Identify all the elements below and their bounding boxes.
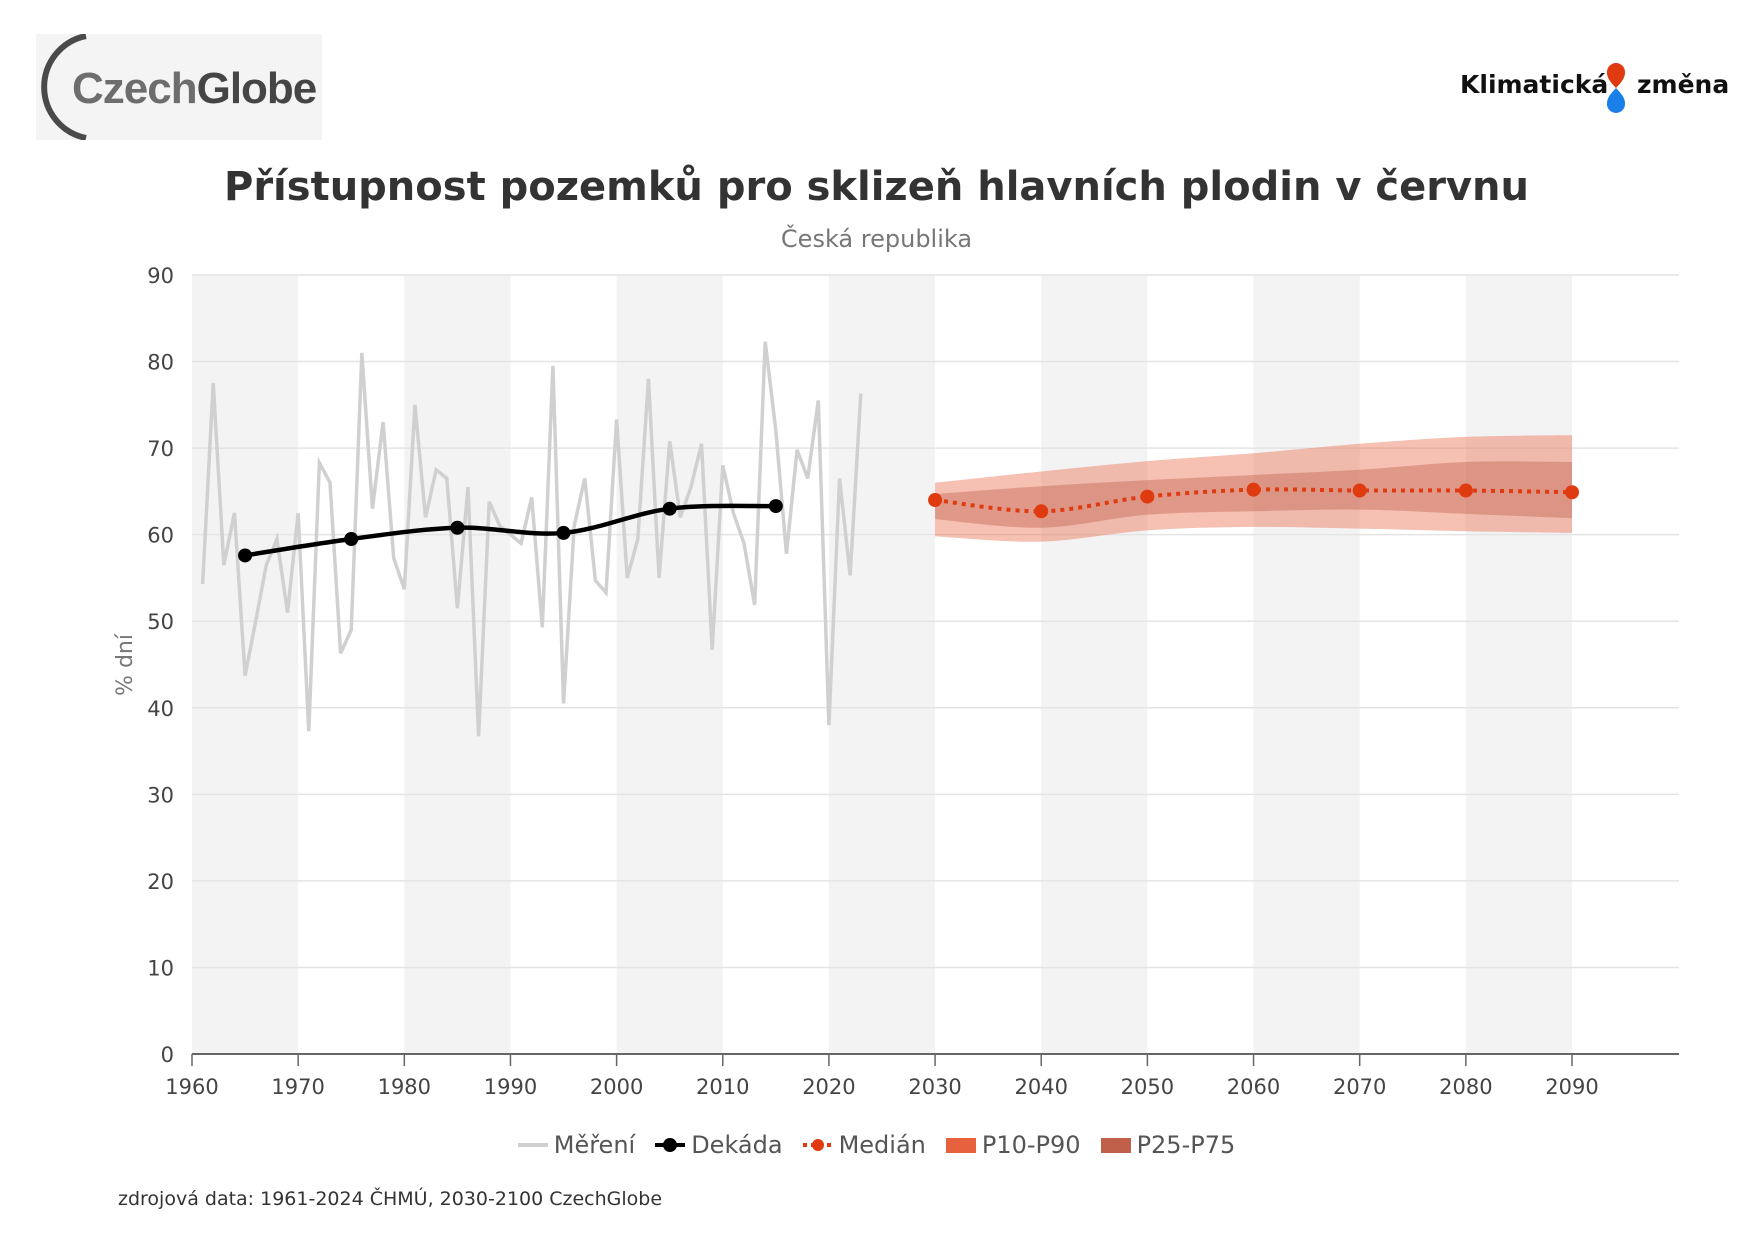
x-tick-label: 2050	[1121, 1075, 1174, 1099]
logo-word-zmena: změna	[1637, 70, 1730, 99]
x-tick-label: 1970	[271, 1075, 324, 1099]
decade-point[interactable]	[344, 531, 359, 546]
decade-point[interactable]	[768, 499, 783, 514]
measurement-line	[200, 341, 863, 737]
decade-band	[828, 275, 936, 1054]
x-tick-label: 2020	[802, 1075, 855, 1099]
legend-swatch-p25-p75-icon	[1100, 1138, 1131, 1153]
y-tick-label: 70	[147, 437, 174, 461]
median-point[interactable]	[1458, 483, 1473, 498]
x-tick-label: 2010	[696, 1075, 749, 1099]
y-tick-label: 50	[147, 610, 174, 634]
logo-word-klimaticka: Klimatická	[1460, 70, 1609, 99]
y-tick-label: 20	[147, 870, 174, 894]
y-tick-label: 90	[147, 264, 174, 288]
y-tick-label: 80	[147, 351, 174, 375]
decade-line	[244, 503, 776, 558]
legend: Měření Dekáda Medián P10-P90 P25-P75	[0, 1131, 1753, 1159]
y-tick-label: 10	[147, 956, 174, 980]
chart-subtitle: Česká republika	[780, 225, 973, 253]
y-tick-label: 40	[147, 697, 174, 721]
x-tick-label: 1980	[378, 1075, 431, 1099]
legend-label: P25-P75	[1136, 1131, 1236, 1159]
source-note: zdrojová data: 1961-2024 ČHMÚ, 2030-2100…	[118, 1188, 663, 1210]
decade-point[interactable]	[450, 520, 465, 535]
decade-point[interactable]	[238, 548, 253, 563]
decade-point[interactable]	[556, 525, 571, 540]
x-tick-label: 2040	[1015, 1075, 1068, 1099]
logo-text: CzechGlobe	[72, 64, 318, 114]
decade-band	[1253, 275, 1360, 1054]
x-tick-label: 2070	[1333, 1075, 1386, 1099]
logo-arc-icon	[41, 34, 87, 140]
legend-line-gray-icon	[517, 1143, 548, 1147]
legend-label: Dekáda	[691, 1131, 783, 1159]
legend-dotted-dot-red-icon	[802, 1139, 833, 1151]
legend-item-mereni[interactable]: Měření	[517, 1131, 636, 1159]
median-point[interactable]	[1565, 485, 1579, 500]
decade-band	[616, 275, 723, 1054]
median-point[interactable]	[1140, 489, 1155, 504]
drops-icon	[1607, 63, 1625, 113]
x-tick-label: 2030	[908, 1075, 961, 1099]
legend-label: Měření	[553, 1131, 636, 1159]
decade-point[interactable]	[662, 501, 677, 516]
decade-band	[1465, 275, 1572, 1054]
y-tick-label: 30	[147, 783, 174, 807]
logo-text-globe: Globe	[196, 64, 318, 113]
logo-text-czech: Czech	[72, 64, 198, 113]
x-tick-label: 2060	[1227, 1075, 1280, 1099]
legend-item-median[interactable]: Medián	[802, 1131, 926, 1159]
y-axis-label: % dní	[113, 633, 138, 696]
legend-label: Medián	[838, 1131, 926, 1159]
decade-band	[1041, 275, 1148, 1054]
x-tick-label: 2080	[1439, 1075, 1492, 1099]
legend-item-p10-p90[interactable]: P10-P90	[945, 1131, 1081, 1159]
x-tick-label: 1990	[484, 1075, 537, 1099]
y-tick-label: 60	[147, 524, 174, 548]
median-point[interactable]	[1352, 483, 1367, 498]
legend-swatch-p10-p90-icon	[945, 1138, 976, 1153]
median-point[interactable]	[928, 493, 943, 508]
legend-item-p25-p75[interactable]: P25-P75	[1100, 1131, 1236, 1159]
legend-item-dekada[interactable]: Dekáda	[655, 1131, 783, 1159]
x-tick-label: 1960	[165, 1075, 218, 1099]
median-point[interactable]	[1034, 504, 1049, 519]
czechglobe-logo: CzechGlobe	[36, 34, 322, 140]
legend-label: P10-P90	[981, 1131, 1081, 1159]
legend-line-dot-black-icon	[655, 1138, 686, 1152]
chart-title: Přístupnost pozemků pro sklizeň hlavních…	[224, 164, 1529, 210]
decade-band	[404, 275, 511, 1054]
x-tick-label: 2000	[590, 1075, 643, 1099]
x-tick-label: 2090	[1545, 1075, 1598, 1099]
median-point[interactable]	[1246, 482, 1261, 497]
y-tick-label: 0	[161, 1043, 174, 1067]
